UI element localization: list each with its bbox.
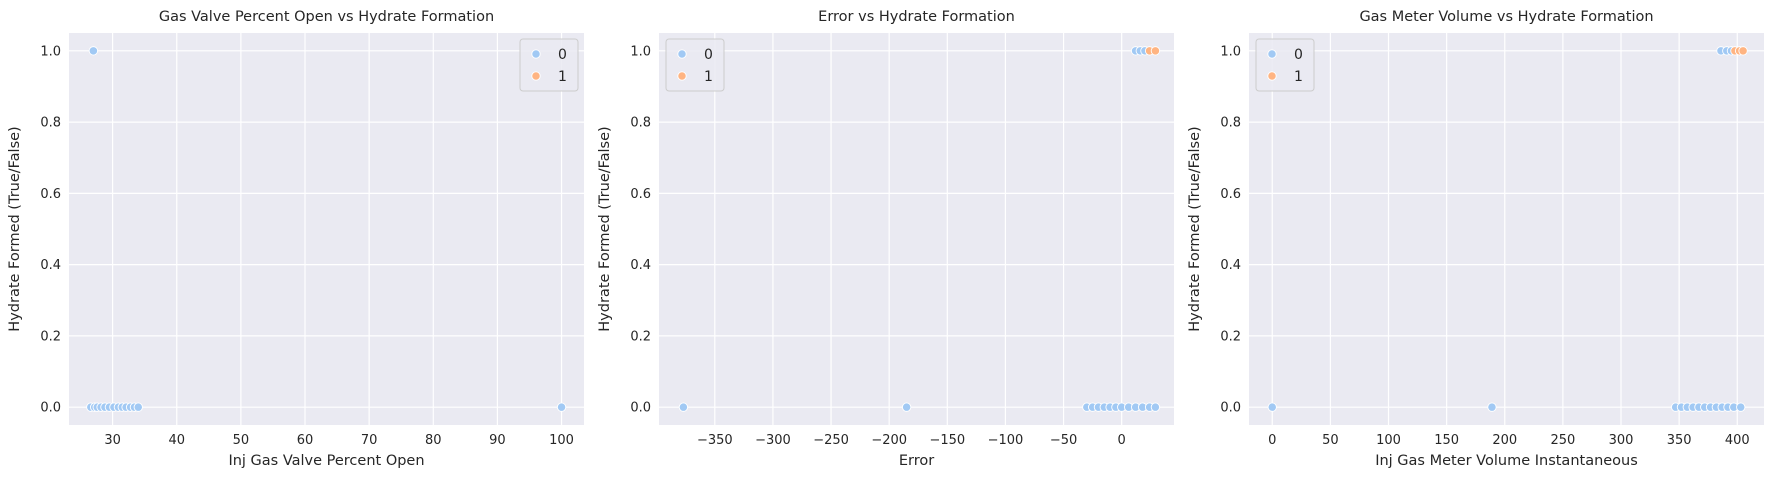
x-tick-label: 50 bbox=[1322, 433, 1339, 448]
x-tick-label: 60 bbox=[297, 433, 314, 448]
x-tick-label: 250 bbox=[1550, 433, 1575, 448]
y-axis-label: Hydrate Formed (True/False) bbox=[7, 126, 23, 331]
data-point-series-0 bbox=[901, 402, 912, 412]
x-tick-label: 350 bbox=[1667, 433, 1692, 448]
y-tick-label: 0.0 bbox=[1220, 401, 1241, 416]
data-point-series-0 bbox=[678, 402, 689, 412]
y-tick-label: 0.4 bbox=[1220, 258, 1241, 273]
x-tick-label: 70 bbox=[361, 433, 378, 448]
data-point-series-0 bbox=[556, 402, 567, 412]
x-tick-label: −350 bbox=[697, 433, 733, 448]
legend-frame bbox=[519, 38, 579, 92]
legend-label: 0 bbox=[704, 47, 713, 63]
data-point-series-1 bbox=[1150, 46, 1161, 56]
y-tick-label: 0.8 bbox=[40, 116, 61, 131]
x-tick-label: −150 bbox=[929, 433, 965, 448]
data-point-series-1 bbox=[1738, 46, 1748, 56]
x-tick-label: −300 bbox=[755, 433, 791, 448]
plot-area bbox=[659, 33, 1174, 425]
x-axis-label: Inj Gas Meter Volume Instantaneous bbox=[1375, 453, 1638, 469]
y-tick-label: 1.0 bbox=[1220, 44, 1241, 59]
x-tick-label: 150 bbox=[1434, 433, 1459, 448]
legend-marker-0 bbox=[531, 49, 541, 59]
chart-title: Error vs Hydrate Formation bbox=[818, 9, 1015, 25]
y-axis-label: Hydrate Formed (True/False) bbox=[1187, 126, 1203, 331]
chart-title: Gas Valve Percent Open vs Hydrate Format… bbox=[159, 9, 494, 25]
chart-title: Gas Meter Volume vs Hydrate Formation bbox=[1359, 9, 1653, 25]
y-tick-label: 1.0 bbox=[40, 44, 61, 59]
x-tick-label: −100 bbox=[988, 433, 1024, 448]
legend-marker-1 bbox=[531, 71, 541, 81]
plot-area bbox=[1249, 33, 1764, 425]
x-tick-label: 50 bbox=[233, 433, 250, 448]
x-tick-label: 100 bbox=[549, 433, 574, 448]
chart-panel-3: 0 50 100 150 200 250 300 350 400 0.0 0.2 0.4 0.6 0.8 1… bbox=[1187, 9, 1764, 469]
x-tick-label: 0 bbox=[1118, 433, 1126, 448]
y-tick-label: 0.4 bbox=[630, 258, 651, 273]
data-point-series-0 bbox=[133, 402, 143, 412]
y-axis-label: Hydrate Formed (True/False) bbox=[597, 126, 613, 331]
y-tick-label: 0.8 bbox=[630, 116, 651, 131]
data-point-series-0 bbox=[1487, 402, 1497, 412]
data-point-series-0 bbox=[88, 46, 99, 56]
y-tick-label: 0.6 bbox=[40, 187, 61, 202]
x-tick-label: 90 bbox=[489, 433, 506, 448]
x-tick-label: 300 bbox=[1609, 433, 1634, 448]
legend-marker-0 bbox=[677, 49, 687, 59]
y-tick-label: 0.0 bbox=[40, 401, 61, 416]
y-tick-label: 0.2 bbox=[630, 329, 651, 344]
legend: 01 bbox=[519, 38, 579, 92]
legend: 01 bbox=[1255, 38, 1315, 92]
legend-label: 1 bbox=[558, 69, 567, 85]
x-axis-label: Inj Gas Valve Percent Open bbox=[228, 453, 424, 469]
x-tick-label: 200 bbox=[1492, 433, 1517, 448]
x-tick-label: −250 bbox=[813, 433, 849, 448]
legend-label: 1 bbox=[704, 69, 713, 85]
plot-area bbox=[69, 33, 584, 425]
legend-label: 0 bbox=[1294, 47, 1303, 63]
x-tick-label: 40 bbox=[168, 433, 185, 448]
y-tick-label: 0.8 bbox=[1220, 116, 1241, 131]
legend-label: 0 bbox=[558, 47, 567, 63]
x-tick-label: 100 bbox=[1376, 433, 1401, 448]
x-tick-label: −200 bbox=[871, 433, 907, 448]
y-tick-label: 0.4 bbox=[40, 258, 61, 273]
y-tick-label: 0.2 bbox=[1220, 329, 1241, 344]
chart-panel-2: −350 −300 −250 −200 −150 −100 −50 0 0.0 0.2 0.4 0.6… bbox=[597, 9, 1174, 469]
legend-marker-0 bbox=[1267, 49, 1277, 59]
x-tick-label: 0 bbox=[1268, 433, 1276, 448]
x-axis-label: Error bbox=[899, 453, 934, 469]
data-point-series-0 bbox=[1736, 402, 1746, 412]
legend-marker-1 bbox=[677, 71, 687, 81]
x-tick-label: 400 bbox=[1725, 433, 1750, 448]
legend-marker-1 bbox=[1267, 71, 1277, 81]
y-tick-label: 0.0 bbox=[630, 401, 651, 416]
y-tick-label: 0.2 bbox=[40, 329, 61, 344]
y-tick-label: 1.0 bbox=[630, 44, 651, 59]
legend-label: 1 bbox=[1294, 69, 1303, 85]
legend-frame bbox=[1255, 38, 1315, 92]
x-tick-label: 80 bbox=[425, 433, 442, 448]
legend: 01 bbox=[665, 38, 725, 92]
x-tick-label: 30 bbox=[104, 433, 121, 448]
y-tick-label: 0.6 bbox=[1220, 187, 1241, 202]
chart-panel-1: 30 40 50 60 70 80 90 100 0.0 0.2 0.4 0.6 0.8 1.0 Gas V… bbox=[7, 9, 584, 469]
data-point-series-0 bbox=[1150, 402, 1161, 412]
x-tick-label: −50 bbox=[1050, 433, 1077, 448]
legend-frame bbox=[665, 38, 725, 92]
data-point-series-0 bbox=[1267, 402, 1277, 412]
y-tick-label: 0.6 bbox=[630, 187, 651, 202]
